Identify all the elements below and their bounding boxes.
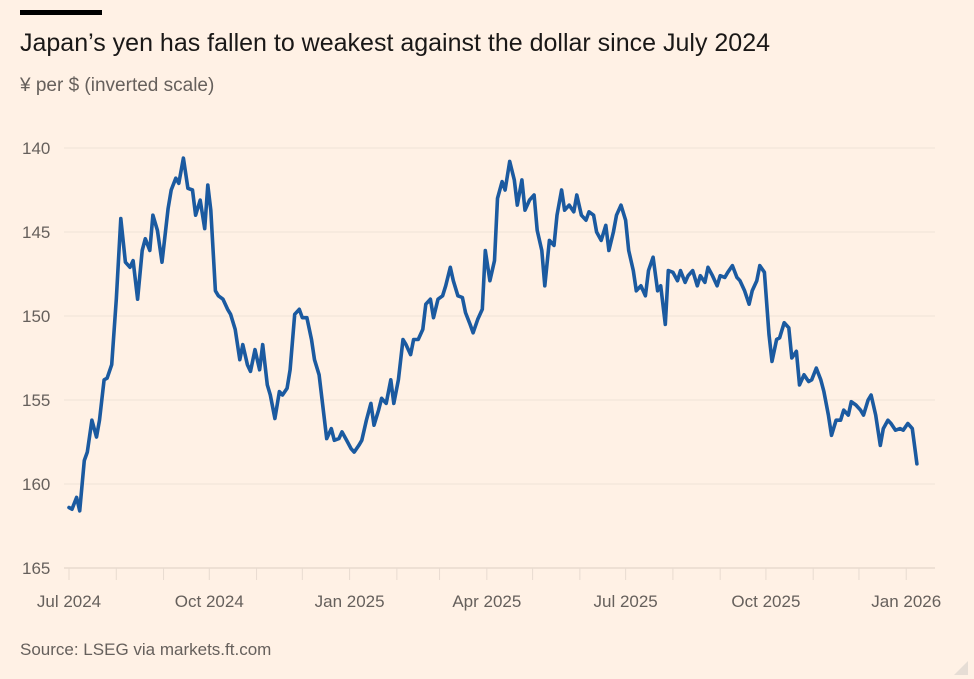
y-tick-label: 150: [22, 307, 50, 326]
resize-corner-icon: [954, 661, 968, 675]
y-tick-label: 155: [22, 391, 50, 410]
x-tick-label: Oct 2024: [175, 592, 244, 611]
chart-title: Japan’s yen has fallen to weakest agains…: [20, 29, 771, 57]
yen-series-line: [67, 156, 919, 513]
ft-top-bar: [20, 10, 102, 15]
x-tick-label: Apr 2025: [452, 592, 521, 611]
chart-subtitle: ¥ per $ (inverted scale): [20, 75, 215, 96]
x-tick-label: Jan 2025: [315, 592, 385, 611]
y-tick-label: 145: [22, 223, 50, 242]
x-tick-label: Oct 2025: [731, 592, 800, 611]
x-tick-label: Jul 2025: [593, 592, 657, 611]
y-tick-label: 140: [22, 139, 50, 158]
y-tick-label: 160: [22, 475, 50, 494]
x-tick-label: Jul 2024: [37, 592, 101, 611]
x-tick-label: Jan 2026: [871, 592, 941, 611]
source-note: Source: LSEG via markets.ft.com: [20, 640, 272, 659]
y-tick-label: 165: [22, 559, 50, 578]
